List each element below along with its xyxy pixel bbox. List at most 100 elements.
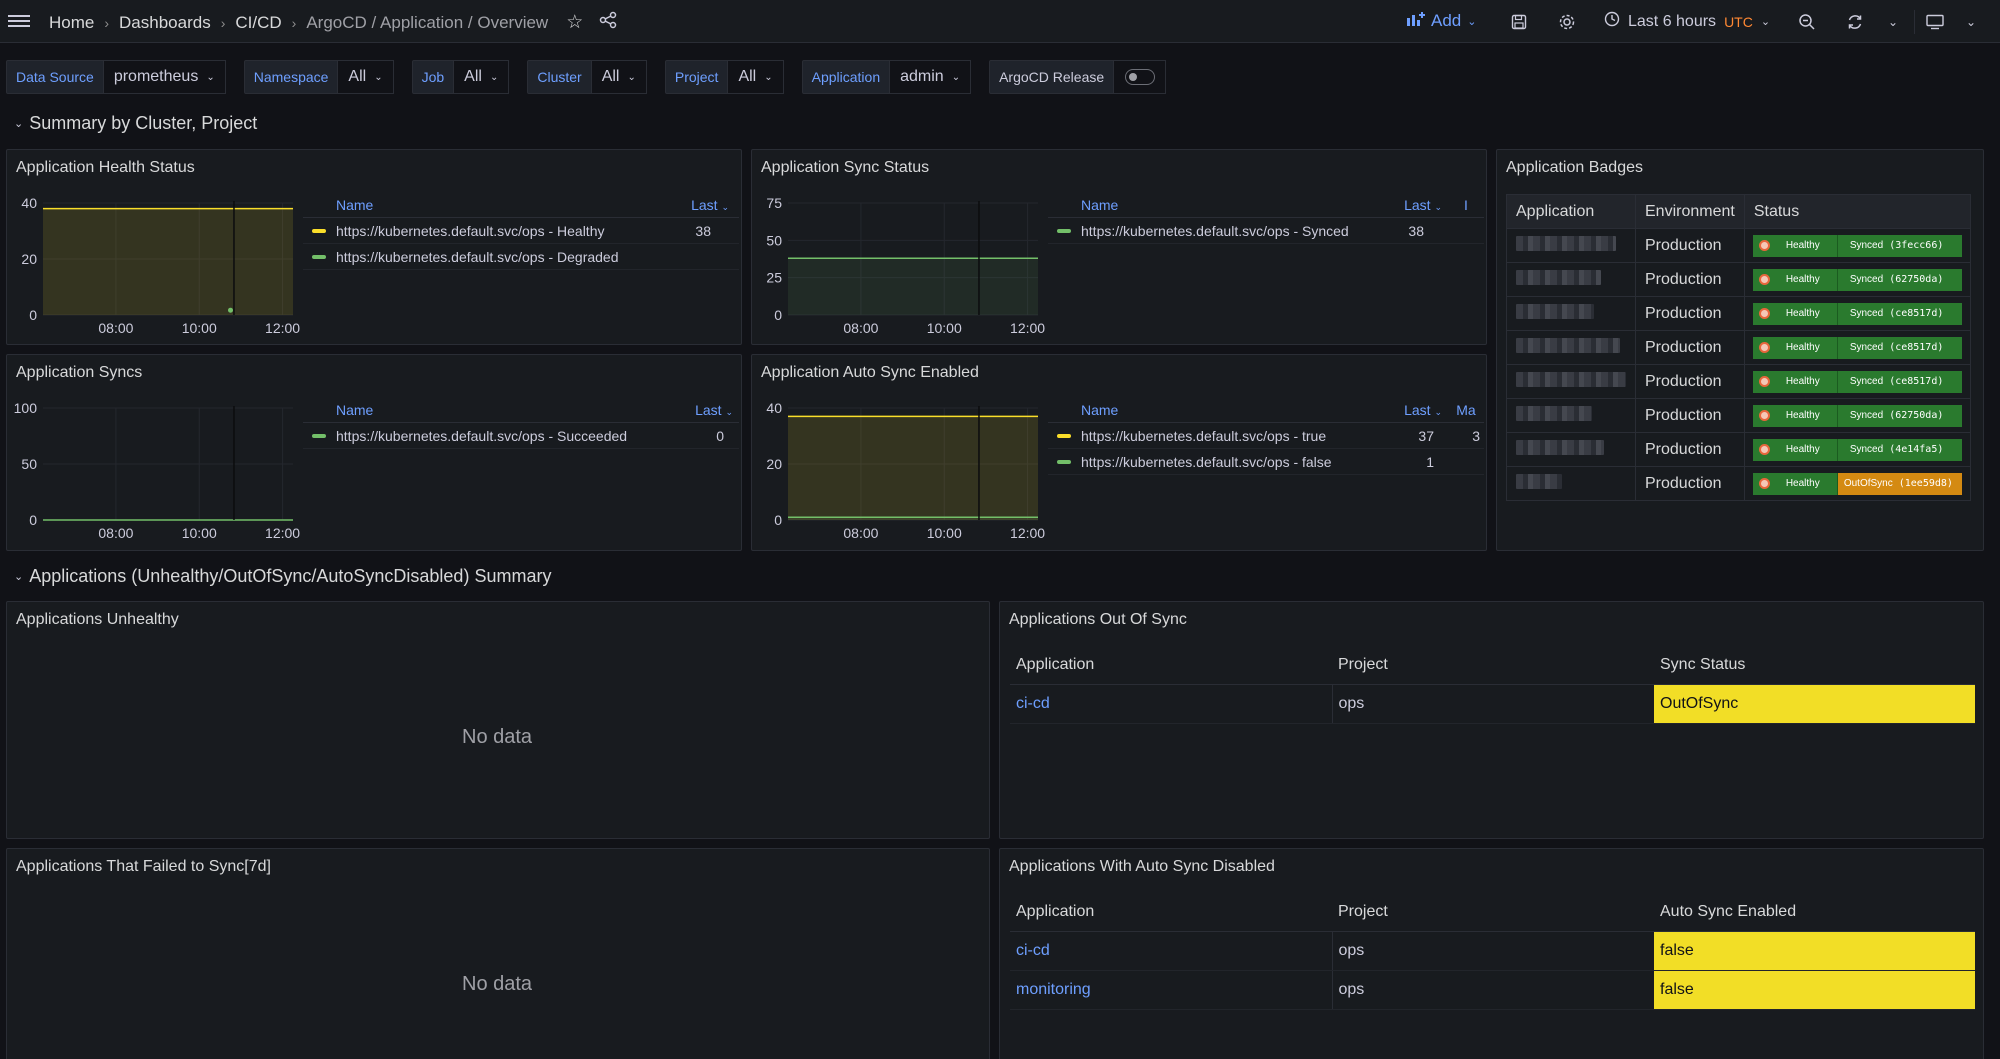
cluster-select[interactable]: All ⌄ [591, 60, 647, 94]
revision-text: (1ee59d8) [1898, 478, 1953, 489]
star-icon[interactable]: ☆ [566, 12, 584, 33]
legend-swatch [312, 228, 326, 233]
add-button[interactable]: Add ⌄ [1407, 11, 1476, 31]
revision-text: (62750da) [1889, 274, 1944, 285]
legend-name-header[interactable]: Name [336, 401, 374, 418]
legend-extra-header[interactable]: Ma [1456, 401, 1476, 418]
row-summary-toggle[interactable]: ⌄ Summary by Cluster, Project [14, 113, 257, 134]
table-row: Production Healthy Synced (ce8517d) [1506, 330, 1971, 365]
var-label: Application [801, 60, 891, 94]
legend-name-header[interactable]: Name [1081, 401, 1119, 418]
panel-title[interactable]: Applications Unhealthy [16, 611, 179, 628]
status-badge[interactable]: Healthy Synced (ce8517d) [1752, 336, 1962, 359]
status-cell: Healthy Synced (ce8517d) [1743, 296, 1971, 331]
legend-name-header[interactable]: Name [336, 196, 374, 213]
column-header[interactable]: Sync Status [1654, 646, 1975, 685]
revision-text: (3fecc66) [1889, 240, 1944, 251]
panel-title[interactable]: Application Sync Status [761, 159, 930, 176]
column-header[interactable]: Project [1332, 893, 1654, 932]
column-header[interactable]: Application [1010, 893, 1332, 932]
status-badge[interactable]: Healthy Synced (62750da) [1752, 404, 1962, 427]
menu-icon[interactable] [8, 12, 30, 30]
health-badge: Healthy [1752, 404, 1837, 427]
status-badge[interactable]: Healthy Synced (62750da) [1752, 268, 1962, 291]
application-name-redacted [1506, 398, 1636, 433]
legend-series-name: https://kubernetes.default.svc/ops - Deg… [336, 248, 619, 265]
save-icon[interactable] [1506, 9, 1532, 35]
table-row: Production Healthy Synced (62750da) [1506, 398, 1971, 433]
var-project: Project All ⌄ [664, 60, 784, 94]
breadcrumb-home[interactable]: Home [49, 12, 95, 32]
legend-name-header[interactable]: Name [1081, 196, 1119, 213]
tv-mode-icon[interactable] [1922, 9, 1948, 35]
panel-title[interactable]: Application Health Status [16, 159, 195, 176]
chart-legend: Name Last ⌄ https://kubernetes.default.s… [303, 397, 739, 449]
gear-icon[interactable] [1554, 9, 1580, 35]
row-apps-summary-toggle[interactable]: ⌄ Applications (Unhealthy/OutOfSync/Auto… [14, 566, 551, 587]
legend-row[interactable]: https://kubernetes.default.svc/ops - tru… [1048, 423, 1484, 449]
column-header[interactable]: Project [1332, 646, 1654, 685]
application-name-redacted [1506, 262, 1636, 297]
panel-title[interactable]: Application Auto Sync Enabled [761, 364, 979, 381]
badges-table: Application Environment Status Productio… [1506, 194, 1971, 501]
breadcrumb-dashboards[interactable]: Dashboards [119, 12, 211, 32]
select-value: All [601, 68, 620, 85]
x-tick-label: 08:00 [843, 320, 878, 336]
view-mode-chevron-icon[interactable]: ⌄ [1965, 15, 1977, 29]
status-badge[interactable]: Healthy Synced (4e14fa5) [1752, 438, 1962, 461]
legend-last-header[interactable]: Last ⌄ [1388, 402, 1448, 418]
status-cell: Healthy Synced (ce8517d) [1743, 330, 1971, 365]
application-link[interactable]: ci-cd [1010, 684, 1332, 724]
status-badge[interactable]: Healthy Synced (ce8517d) [1752, 370, 1962, 393]
argocd-logo-icon [1758, 240, 1770, 251]
panel-title[interactable]: Applications Out Of Sync [1009, 611, 1187, 628]
y-tick-label: 40 [21, 195, 37, 211]
legend-row[interactable]: https://kubernetes.default.svc/ops - fal… [1048, 449, 1484, 475]
sync-text: OutOfSync [1843, 478, 1893, 489]
job-select[interactable]: All ⌄ [454, 60, 510, 94]
status-badge[interactable]: Healthy Synced (3fecc66) [1752, 234, 1962, 257]
application-select[interactable]: admin ⌄ [890, 60, 972, 94]
argocd-logo-icon [1758, 308, 1770, 319]
breadcrumb-folder[interactable]: CI/CD [235, 12, 282, 32]
column-header[interactable]: Application [1010, 646, 1332, 685]
revision-text: (ce8517d) [1889, 308, 1944, 319]
application-link[interactable]: ci-cd [1010, 931, 1332, 971]
status-badge[interactable]: Healthy OutOfSync (1ee59d8) [1752, 472, 1962, 495]
x-tick-label: 08:00 [843, 525, 878, 541]
project-select[interactable]: All ⌄ [728, 60, 784, 94]
namespace-select[interactable]: All ⌄ [338, 60, 394, 94]
series-area [788, 258, 1038, 315]
refresh-interval-chevron-icon[interactable]: ⌄ [1887, 15, 1899, 29]
panel-title[interactable]: Applications With Auto Sync Disabled [1009, 858, 1275, 875]
variables-bar: Data Source prometheus ⌄ Namespace All ⌄ J… [6, 60, 1184, 94]
legend-extra-header[interactable]: I [1464, 196, 1468, 213]
legend-row[interactable]: https://kubernetes.default.svc/ops - Hea… [303, 218, 739, 244]
application-link[interactable]: monitoring [1010, 970, 1332, 1010]
argocd-release-toggle[interactable] [1114, 60, 1167, 94]
legend-last-header[interactable]: Last ⌄ [679, 402, 739, 418]
datasource-select[interactable]: prometheus ⌄ [103, 60, 226, 94]
refresh-icon[interactable] [1842, 9, 1868, 35]
status-badge[interactable]: Healthy Synced (ce8517d) [1752, 302, 1962, 325]
health-badge: Healthy [1752, 234, 1837, 257]
legend-series-extra: 3 [1472, 427, 1480, 444]
time-range-picker[interactable]: Last 6 hours UTC ⌄ [1604, 11, 1770, 32]
table-row: Production Healthy Synced (ce8517d) [1506, 364, 1971, 399]
column-header[interactable]: Auto Sync Enabled [1654, 893, 1975, 932]
legend-row[interactable]: https://kubernetes.default.svc/ops - Syn… [1048, 218, 1484, 244]
zoom-out-icon[interactable] [1794, 9, 1820, 35]
panel-title[interactable]: Application Badges [1506, 159, 1643, 176]
panel-title[interactable]: Application Syncs [16, 364, 143, 381]
x-tick-label: 10:00 [927, 320, 962, 336]
panel-title[interactable]: Applications That Failed to Sync[7d] [16, 858, 271, 875]
legend-row[interactable]: https://kubernetes.default.svc/ops - Suc… [303, 423, 739, 449]
legend-row[interactable]: https://kubernetes.default.svc/ops - Deg… [303, 244, 739, 270]
legend-last-header[interactable]: Last ⌄ [679, 197, 739, 213]
redacted-text [1516, 303, 1594, 319]
argocd-logo-icon [1758, 478, 1770, 489]
var-datasource: Data Source prometheus ⌄ [6, 60, 226, 94]
legend-last-header[interactable]: Last ⌄ [1388, 197, 1448, 213]
sync-text: Synced [1849, 410, 1884, 421]
share-icon[interactable] [599, 11, 617, 34]
